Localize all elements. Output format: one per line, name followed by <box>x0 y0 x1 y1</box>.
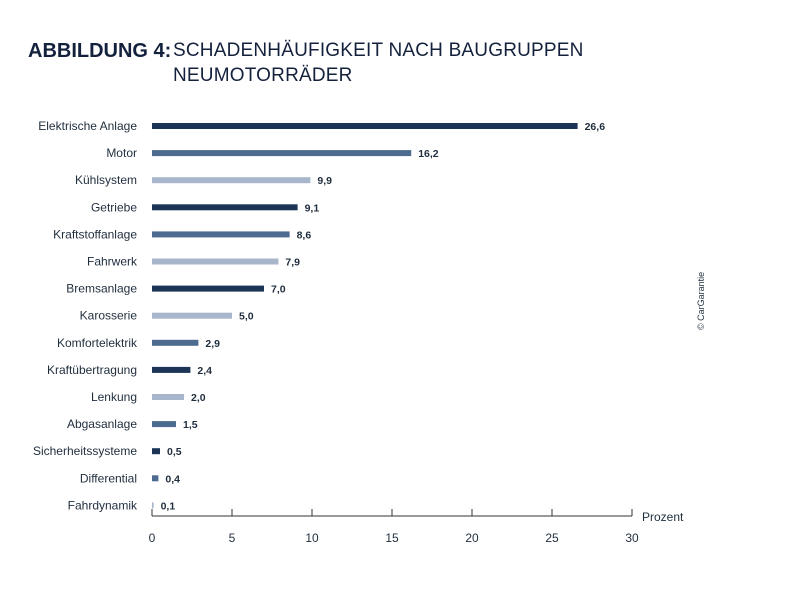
copyright-notice: © CarGarantie <box>696 271 706 330</box>
x-tick-label: 20 <box>465 531 479 545</box>
bar <box>152 339 199 346</box>
category-label: Kraftübertragung <box>47 363 137 377</box>
x-tick-label: 0 <box>149 531 156 545</box>
category-label: Fahrwerk <box>87 255 138 269</box>
category-label: Elektrische Anlage <box>38 119 137 133</box>
value-label: 26,6 <box>585 121 606 133</box>
value-label: 9,1 <box>305 202 320 214</box>
bar <box>152 150 412 157</box>
x-tick-label: 10 <box>305 531 319 545</box>
value-label: 5,0 <box>239 311 254 323</box>
category-label: Karosserie <box>80 309 138 323</box>
x-axis-label: Prozent <box>642 510 684 524</box>
x-tick-label: 30 <box>625 531 639 545</box>
title-line-2: NEUMOTORRÄDER <box>173 65 353 86</box>
value-label: 1,5 <box>183 419 198 431</box>
category-label: Kraftstoffanlage <box>53 227 137 241</box>
value-label: 7,9 <box>285 257 300 269</box>
bar <box>152 312 232 319</box>
bar <box>152 366 191 373</box>
category-label: Motor <box>106 146 137 160</box>
bar <box>152 285 264 292</box>
x-tick-label: 15 <box>385 531 399 545</box>
category-label: Bremsanlage <box>66 282 137 296</box>
bar <box>152 258 279 265</box>
category-label: Abgasanlage <box>67 417 137 431</box>
bar <box>152 475 159 482</box>
bar <box>152 231 290 238</box>
category-label: Fahrdynamik <box>68 498 138 512</box>
title-prefix: ABBILDUNG 4: <box>28 40 172 62</box>
value-label: 8,6 <box>297 229 312 241</box>
category-label: Differential <box>80 471 137 485</box>
value-label: 0,5 <box>167 446 182 458</box>
category-label: Getriebe <box>91 200 137 214</box>
category-label: Lenkung <box>91 390 137 404</box>
value-label: 2,9 <box>205 338 220 350</box>
bar <box>152 123 578 129</box>
bar <box>152 502 154 509</box>
category-label: Komfortelektrik <box>57 336 138 350</box>
value-label: 2,4 <box>197 365 212 377</box>
category-label: Kühlsystem <box>75 173 137 187</box>
value-label: 2,0 <box>191 392 206 404</box>
value-label: 9,9 <box>317 175 332 187</box>
value-label: 16,2 <box>418 148 439 160</box>
bar <box>152 421 176 428</box>
x-tick-label: 5 <box>229 531 236 545</box>
title-line-1: SCHADENHÄUFIGKEIT NACH BAUGRUPPEN <box>173 40 584 61</box>
value-label: 0,4 <box>165 473 180 485</box>
bar <box>152 204 298 211</box>
x-tick-label: 25 <box>545 531 559 545</box>
bar <box>152 394 184 400</box>
value-label: 7,0 <box>271 284 286 296</box>
value-label: 0,1 <box>161 500 176 512</box>
bar <box>152 177 311 184</box>
category-label: Sicherheitssysteme <box>33 444 137 458</box>
bar <box>152 448 160 455</box>
